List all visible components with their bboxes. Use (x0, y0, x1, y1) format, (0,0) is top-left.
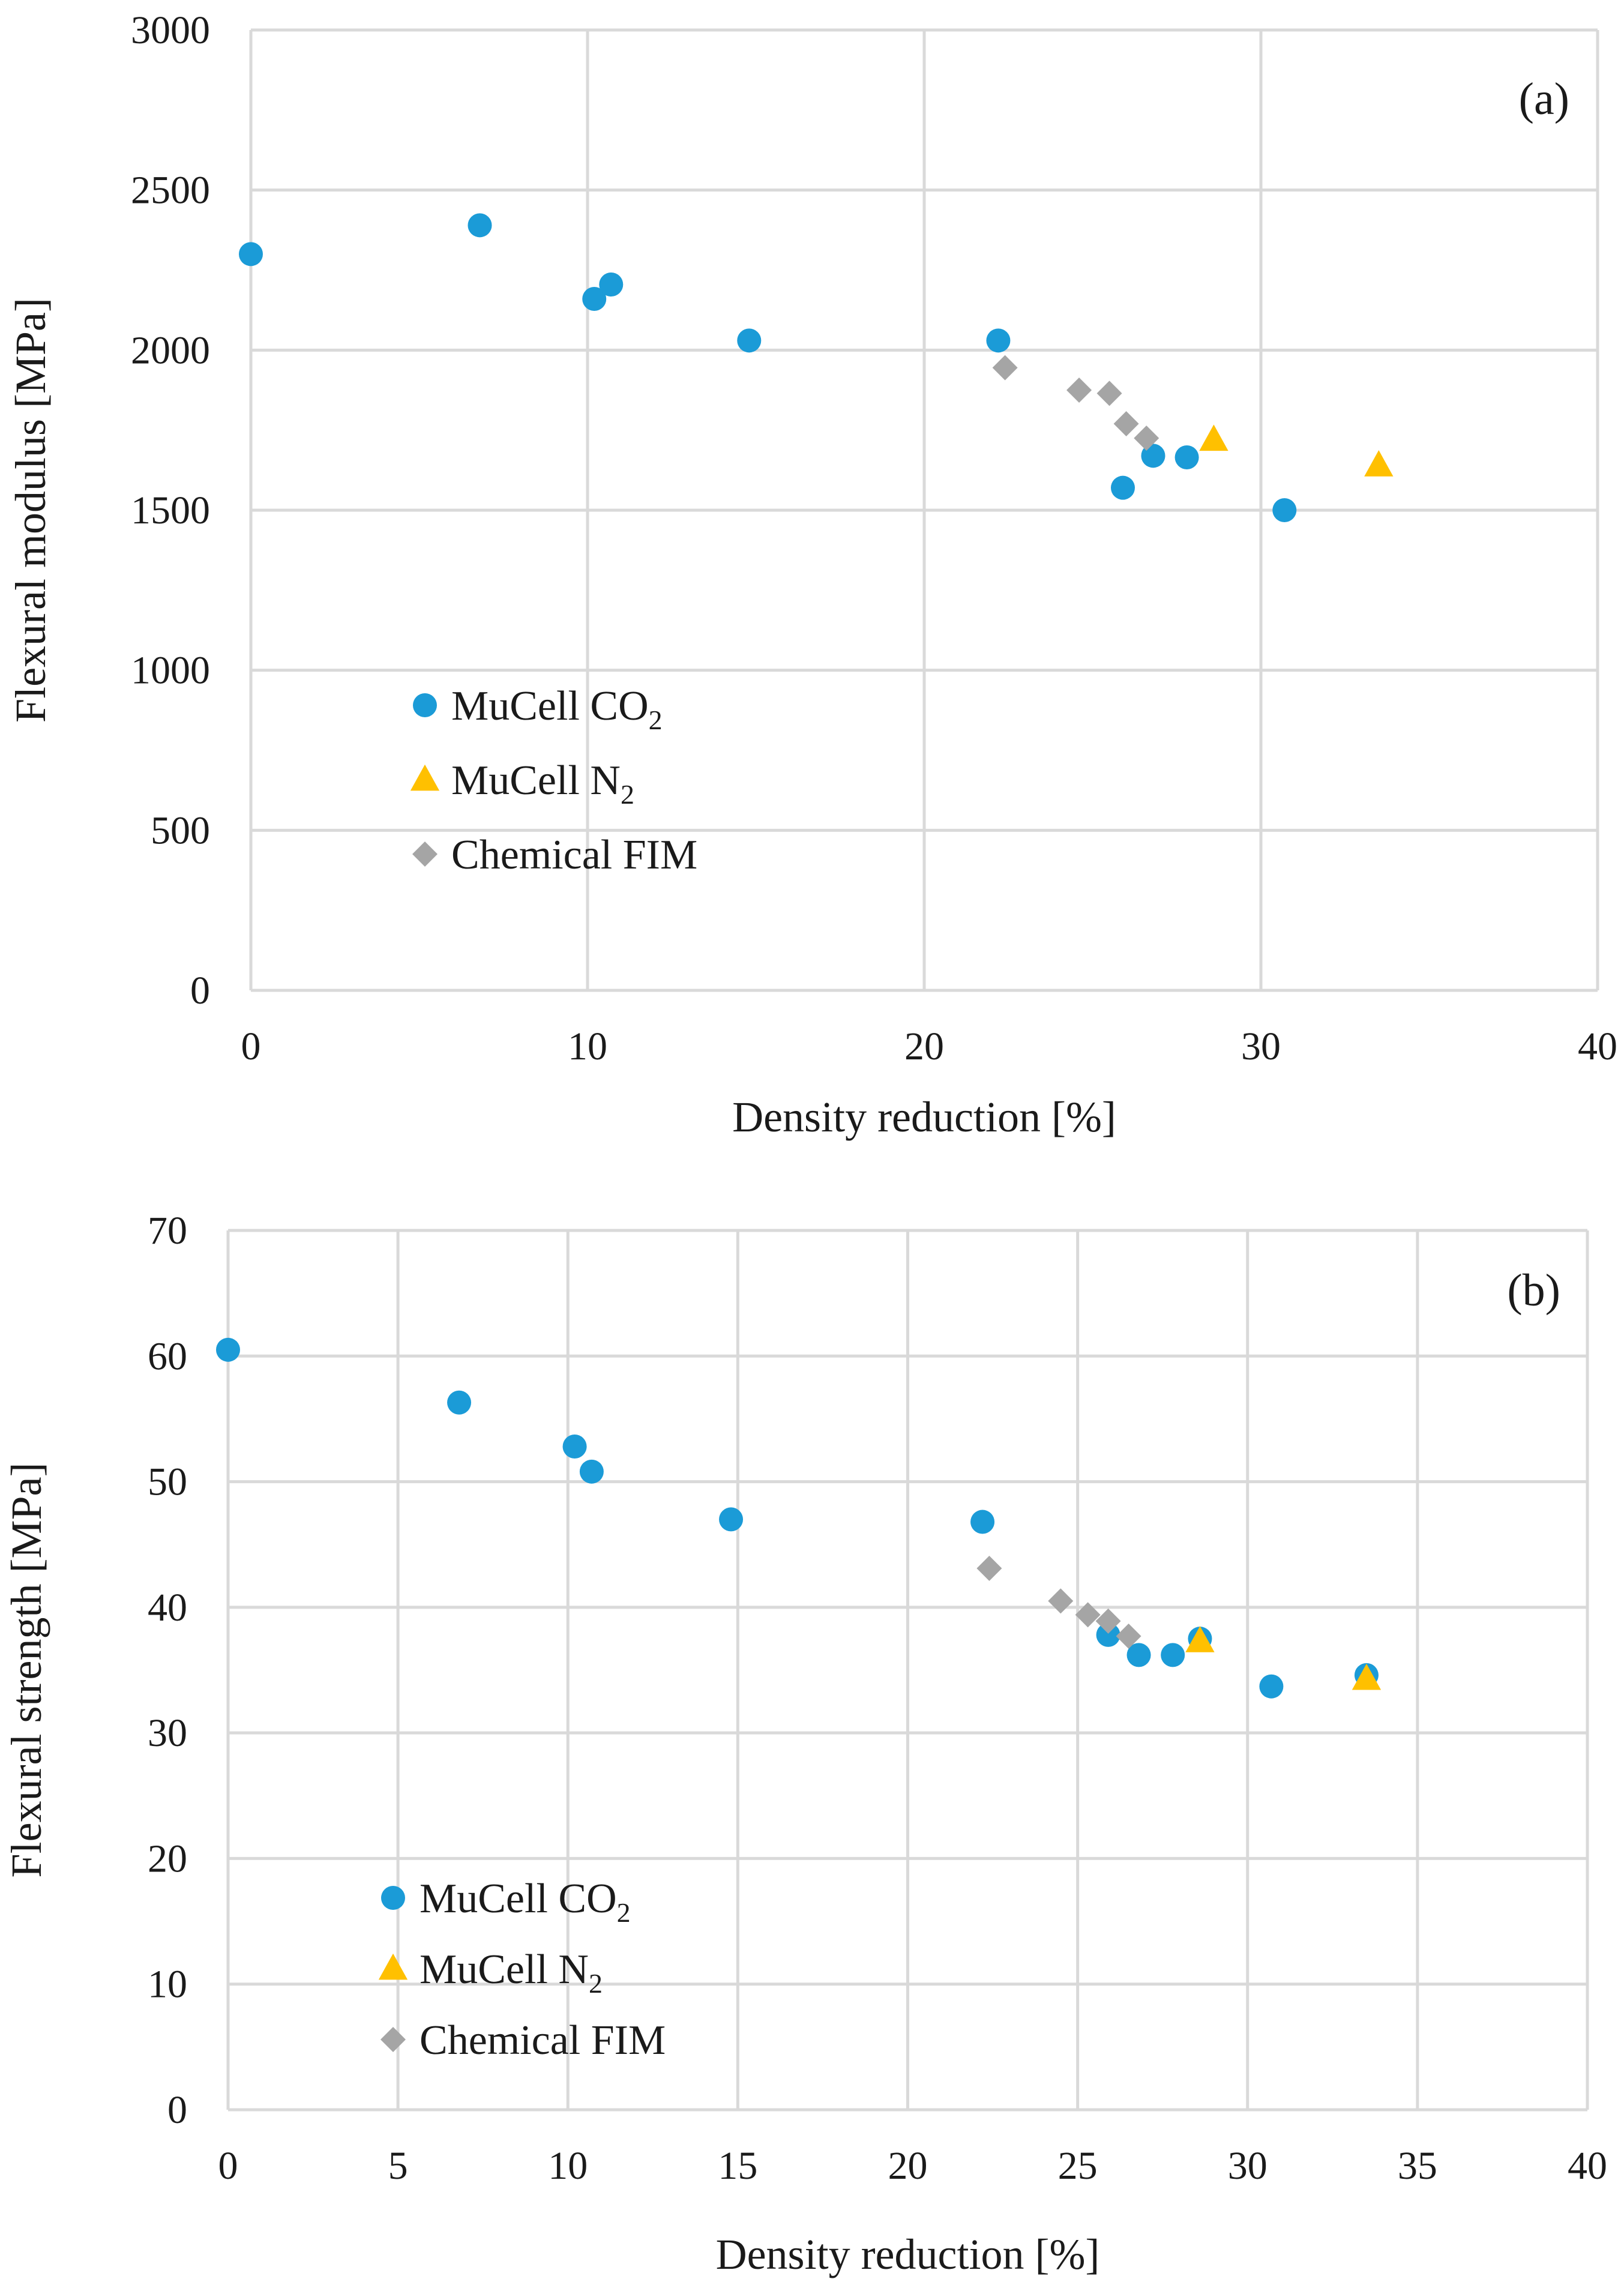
panel-a-legend-subscript-co2: 2 (649, 705, 663, 735)
panel-b-point-fim (1075, 1602, 1101, 1628)
panel-b-point-fim (1095, 1608, 1121, 1634)
panel-a-y-axis-title: Flexural modulus [MPa] (7, 298, 55, 723)
panel-a-point-co2 (986, 328, 1011, 353)
panel-a-legend-subscript-n2: 2 (621, 779, 634, 810)
panel-a-legend-label-fim: Chemical FIM (451, 832, 697, 878)
panel-b-y-tick-label: 0 (167, 2088, 187, 2132)
panel-a-point-co2 (1110, 475, 1135, 500)
panel-b-legend-subscript-co2: 2 (617, 1897, 631, 1928)
panel-a-point-fim (1066, 378, 1092, 403)
panel-a-y-tick-label: 2000 (131, 328, 210, 372)
panel-a-point-n2 (1199, 424, 1229, 451)
panel-b-point-fim (1048, 1588, 1074, 1614)
panel-b-legend-label-co2: MuCell CO2 (420, 1876, 631, 1928)
panel-b-x-tick-label: 15 (718, 2144, 757, 2188)
panel-b-flexural-strength: 0 10 20 30 40 50 60 70 0 5 10 15 20 25 30 35 40 Density r… (2, 1209, 1607, 2278)
panel-a-legend-marker-n2 (410, 764, 440, 791)
panel-b-x-tick-label: 20 (888, 2144, 928, 2188)
panel-a-point-co2 (468, 213, 492, 238)
panel-a-point-fim (1134, 426, 1159, 451)
panel-b-legend-marker-n2 (378, 1953, 408, 1980)
panel-b-point-co2 (1126, 1643, 1151, 1667)
panel-b-legend-label-n2: MuCell N2 (420, 1946, 603, 1999)
panel-a-point-co2 (239, 242, 263, 266)
panel-b-point-n2 (1352, 1663, 1382, 1690)
panel-b-y-tick-label: 20 (148, 1837, 187, 1880)
panel-a-point-co2 (1272, 498, 1297, 522)
panel-a-x-tick-label: 0 (241, 1025, 261, 1068)
panel-a-point-co2 (599, 272, 624, 297)
panel-b-x-tick-label: 0 (218, 2144, 238, 2188)
panel-b-legend-marker-fim (380, 2027, 406, 2052)
panel-b-y-axis-title: Flexural strength [MPa] (2, 1463, 50, 1878)
panel-b-y-tick-label: 60 (148, 1334, 187, 1378)
panel-b-x-tick-label: 5 (388, 2144, 408, 2188)
panel-b-x-tick-label: 25 (1058, 2144, 1098, 2188)
panel-b-point-co2 (579, 1459, 604, 1484)
panel-b-point-n2 (1185, 1626, 1215, 1652)
panel-a-x-tick-label: 30 (1241, 1025, 1281, 1068)
panel-b-point-co2 (447, 1390, 472, 1415)
panel-b-point-co2 (1161, 1643, 1185, 1667)
panel-a-point-fim (1096, 381, 1122, 406)
panel-b-x-tick-label: 40 (1568, 2144, 1607, 2188)
panel-b-legend-subscript-n2: 2 (589, 1968, 603, 1999)
panel-a-y-tick-label: 1500 (131, 489, 210, 532)
panel-a-point-fim (1113, 411, 1139, 436)
panel-b-y-tick-label: 30 (148, 1711, 187, 1755)
panel-b-y-tick-label: 70 (148, 1209, 187, 1253)
panel-a-point-co2 (737, 328, 762, 353)
panel-a-flexural-modulus: 0 500 1000 1500 2000 2500 3000 0 10 20 30 40 Density… (7, 8, 1617, 1141)
panel-b-legend-marker-co2 (381, 1886, 405, 1910)
panel-b-label: (b) (1507, 1265, 1560, 1316)
panel-b-point-co2 (1096, 1622, 1120, 1647)
panel-a-point-fim (992, 355, 1018, 381)
panel-a-y-tick-label: 1000 (131, 649, 210, 693)
panel-a-x-tick-label: 20 (904, 1025, 944, 1068)
panel-b-x-tick-label: 10 (548, 2144, 588, 2188)
panel-b-legend-label-fim: Chemical FIM (420, 2017, 666, 2064)
panel-a-x-axis-title: Density reduction [%] (732, 1093, 1116, 1141)
panel-a-point-co2 (1174, 445, 1199, 469)
panel-b-x-tick-label: 30 (1228, 2144, 1268, 2188)
panel-b-y-tick-label: 50 (148, 1460, 187, 1504)
panel-a-legend-marker-co2 (413, 693, 437, 717)
panel-b-y-tick-label: 40 (148, 1586, 187, 1630)
panel-a-legend-marker-fim (412, 841, 438, 867)
panel-b-point-co2 (1259, 1674, 1284, 1699)
panel-a-point-co2 (582, 287, 607, 311)
panel-b-point-co2 (216, 1337, 240, 1362)
panel-a-y-tick-label: 0 (190, 969, 210, 1013)
panel-a-y-tick-label: 500 (151, 808, 210, 852)
panel-a-point-n2 (1364, 450, 1394, 477)
panel-b-point-fim (976, 1555, 1002, 1581)
panel-a-x-tick-label: 10 (568, 1025, 607, 1068)
panel-b-point-co2 (719, 1507, 744, 1532)
panel-b-x-axis-title: Density reduction [%] (716, 2230, 1100, 2278)
panel-b-point-co2 (562, 1434, 587, 1459)
panel-b-point-fim (1116, 1623, 1141, 1649)
panel-b-x-tick-label: 35 (1398, 2144, 1437, 2188)
panel-a-legend-label-n2: MuCell N2 (451, 757, 634, 810)
panel-b-y-tick-label: 10 (148, 1963, 187, 2007)
panel-a-legend-label-co2: MuCell CO2 (451, 683, 663, 735)
panel-a-x-tick-label: 40 (1578, 1025, 1617, 1068)
panel-a-y-tick-label: 2500 (131, 169, 210, 212)
panel-a-y-tick-label: 3000 (131, 8, 210, 52)
panel-b-point-co2 (970, 1510, 995, 1534)
panel-a-label: (a) (1519, 74, 1569, 124)
